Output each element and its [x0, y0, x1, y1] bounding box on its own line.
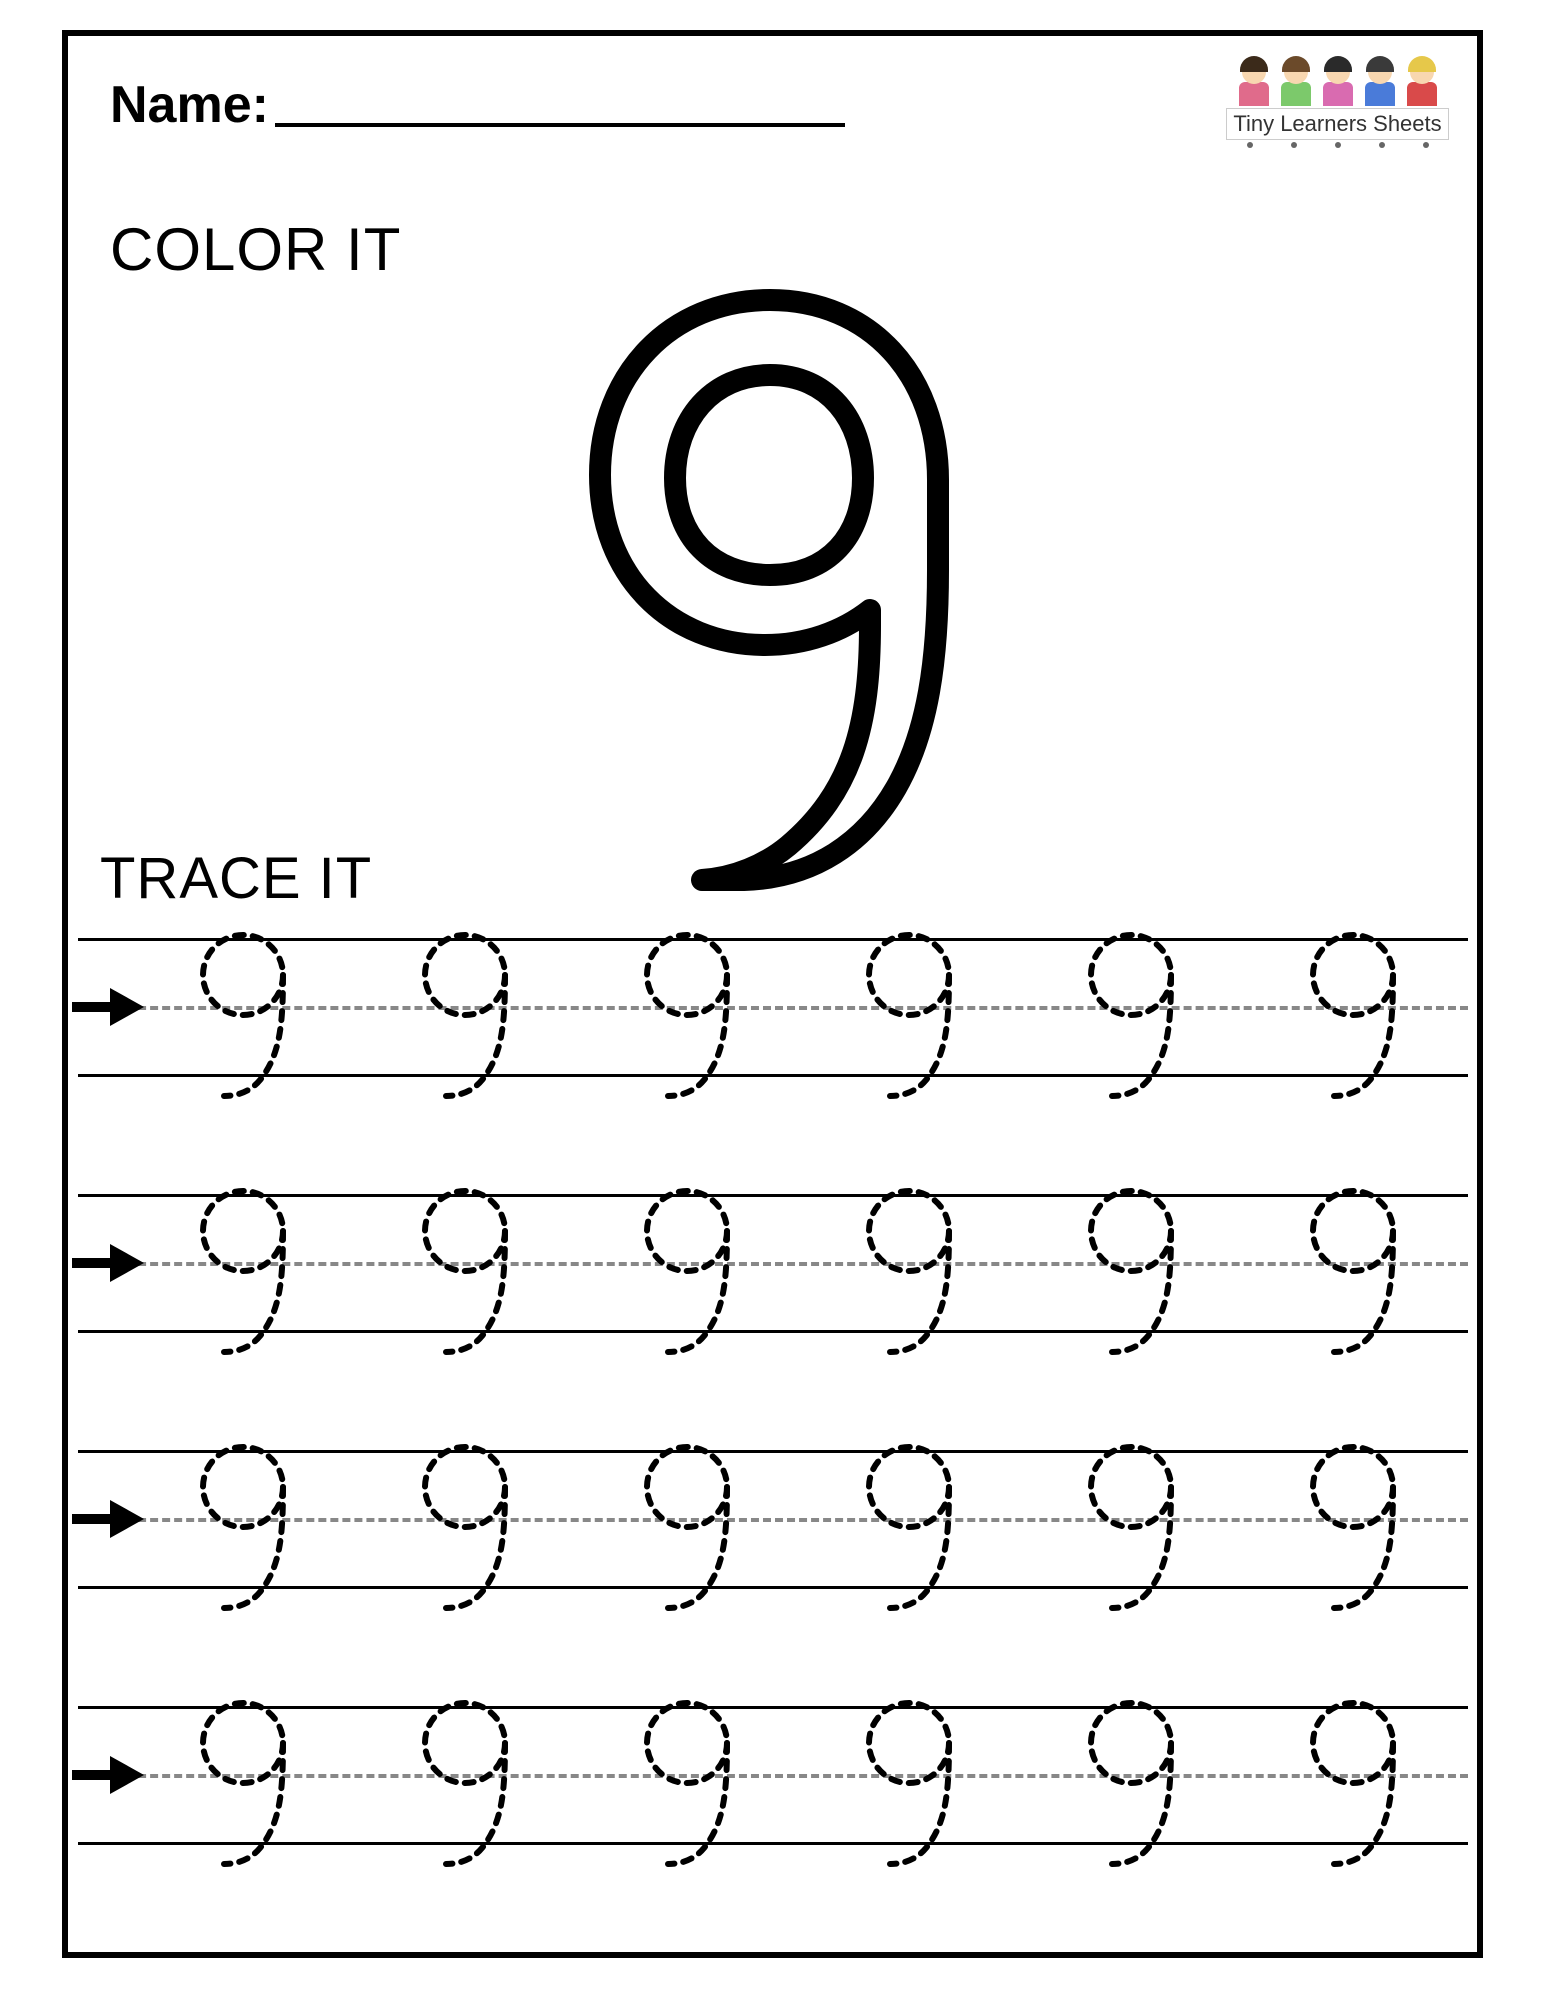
- trace-number-nine: [1076, 1688, 1186, 1868]
- logo-kid-icon: [1276, 60, 1316, 110]
- logo-kid-icon: [1402, 60, 1442, 110]
- trace-number-nine: [1298, 1432, 1408, 1612]
- trace-number-nine: [1076, 920, 1186, 1100]
- logo-kid-icon: [1234, 60, 1274, 110]
- logo-kid-icon: [1360, 60, 1400, 110]
- large-number-nine-outline: [560, 280, 960, 900]
- logo-kids-row: [1210, 60, 1465, 110]
- arrow-right-icon: [72, 1494, 146, 1544]
- trace-number-nine: [632, 1176, 742, 1356]
- trace-number-nine: [632, 1432, 742, 1612]
- trace-number-nine: [1298, 1688, 1408, 1868]
- trace-number-nine: [632, 1688, 742, 1868]
- trace-number-nine: [1298, 1176, 1408, 1356]
- arrow-right-icon: [72, 1238, 146, 1288]
- trace-number-nine: [188, 1688, 298, 1868]
- trace-row: [78, 1176, 1468, 1348]
- trace-number-nine: [188, 920, 298, 1100]
- trace-row: [78, 1688, 1468, 1860]
- brand-logo: Tiny Learners Sheets: [1210, 60, 1465, 148]
- trace-number-nine: [854, 920, 964, 1100]
- trace-number-nine: [1298, 920, 1408, 1100]
- trace-section: [78, 920, 1468, 1860]
- trace-number-nine: [854, 1688, 964, 1868]
- name-blank-line: [275, 123, 845, 127]
- trace-row: [78, 920, 1468, 1092]
- trace-number-nine: [410, 1688, 520, 1868]
- logo-kid-icon: [1318, 60, 1358, 110]
- trace-number-nine: [854, 1432, 964, 1612]
- trace-nines-container: [188, 1432, 1408, 1612]
- color-it-heading: COLOR IT: [110, 215, 401, 284]
- logo-text: Tiny Learners Sheets: [1226, 108, 1448, 140]
- trace-number-nine: [410, 1432, 520, 1612]
- trace-number-nine: [1076, 1432, 1186, 1612]
- trace-number-nine: [632, 920, 742, 1100]
- arrow-right-icon: [72, 1750, 146, 1800]
- trace-it-heading: TRACE IT: [100, 845, 372, 912]
- logo-feet: [1210, 142, 1465, 148]
- trace-number-nine: [410, 920, 520, 1100]
- trace-row: [78, 1432, 1468, 1604]
- name-field-row: Name:: [110, 75, 845, 135]
- arrow-right-icon: [72, 982, 146, 1032]
- trace-nines-container: [188, 1176, 1408, 1356]
- trace-number-nine: [188, 1176, 298, 1356]
- trace-number-nine: [854, 1176, 964, 1356]
- trace-number-nine: [410, 1176, 520, 1356]
- trace-number-nine: [188, 1432, 298, 1612]
- trace-number-nine: [1076, 1176, 1186, 1356]
- name-label: Name:: [110, 75, 269, 135]
- trace-nines-container: [188, 1688, 1408, 1868]
- trace-nines-container: [188, 920, 1408, 1100]
